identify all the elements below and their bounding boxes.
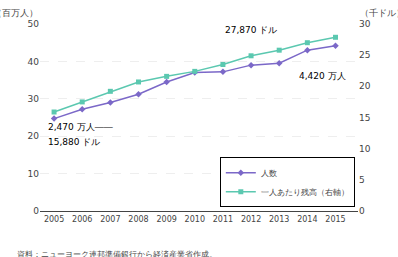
svg-text:0: 0 [33, 206, 39, 216]
svg-text:20: 20 [359, 81, 371, 91]
svg-text:2010: 2010 [185, 215, 205, 224]
svg-text:2011: 2011 [213, 215, 233, 224]
svg-text:15,880 ドル: 15,880 ドル [48, 137, 100, 147]
svg-text:40: 40 [28, 57, 40, 67]
svg-text:2015: 2015 [325, 215, 345, 224]
svg-text:4,420 万人: 4,420 万人 [299, 71, 346, 81]
svg-text:27,870 ドル: 27,870 ドル [225, 25, 277, 35]
svg-text:2012: 2012 [241, 215, 261, 224]
svg-text:5: 5 [359, 175, 365, 185]
svg-text:（百万人）: （百万人） [0, 8, 38, 18]
svg-text:2005: 2005 [44, 215, 64, 224]
svg-text:資料：ニューヨーク連邦準備銀行から経済産業省作成。: 資料：ニューヨーク連邦準備銀行から経済産業省作成。 [17, 250, 217, 257]
svg-text:50: 50 [28, 19, 40, 29]
svg-text:20: 20 [28, 131, 40, 141]
svg-text:25: 25 [359, 50, 370, 60]
svg-text:2006: 2006 [72, 215, 92, 224]
svg-text:人数: 人数 [261, 169, 277, 178]
svg-text:2008: 2008 [128, 215, 148, 224]
svg-text:2009: 2009 [156, 215, 176, 224]
svg-text:10: 10 [359, 144, 371, 154]
svg-text:15: 15 [359, 113, 370, 123]
svg-text:10: 10 [28, 169, 40, 179]
svg-text:一人あたり残高（右軸）: 一人あたり残高（右軸） [261, 188, 349, 197]
svg-text:2007: 2007 [100, 215, 120, 224]
svg-text:30: 30 [359, 19, 371, 29]
svg-text:2014: 2014 [297, 215, 317, 224]
svg-text:2013: 2013 [269, 215, 289, 224]
svg-text:30: 30 [28, 94, 40, 104]
svg-text:0: 0 [359, 206, 365, 216]
svg-text:2,470 万人――: 2,470 万人―― [48, 122, 113, 132]
svg-text:（千ドル）: （千ドル） [360, 8, 398, 18]
